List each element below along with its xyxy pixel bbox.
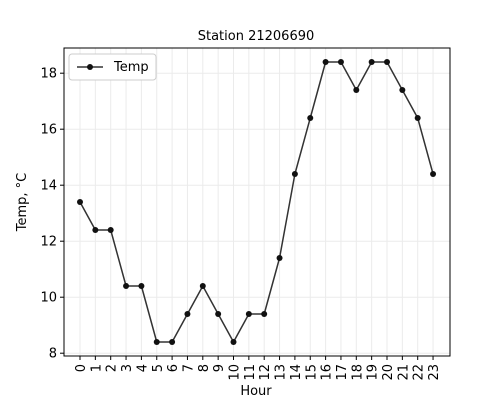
y-axis-label: Temp, °C	[15, 173, 30, 233]
data-point	[107, 227, 114, 233]
x-tick-label: 11	[243, 364, 258, 381]
data-point	[291, 171, 298, 177]
x-tick-label: 4	[135, 364, 150, 372]
y-tick-label: 8	[49, 347, 57, 362]
data-point	[414, 115, 421, 121]
x-tick-label: 13	[274, 364, 289, 381]
data-point	[245, 311, 252, 317]
grid	[64, 48, 450, 356]
x-tick-label: 3	[120, 364, 135, 372]
y-tick-label: 18	[40, 67, 57, 82]
y-axis-ticks: 8 10 12 14 16 18	[40, 67, 64, 362]
data-point	[307, 115, 314, 121]
data-point	[77, 199, 83, 205]
x-tick-label: 7	[181, 364, 196, 372]
chart-title: Station 21206690	[198, 29, 315, 44]
data-point	[399, 87, 406, 93]
x-tick-label: 0	[74, 364, 89, 372]
y-tick-label: 14	[40, 179, 57, 194]
legend-label: Temp	[113, 60, 149, 75]
x-tick-label: 6	[166, 364, 181, 372]
legend-box	[68, 53, 157, 81]
y-tick-label: 12	[40, 235, 57, 250]
data-point	[138, 283, 145, 289]
data-point	[153, 339, 160, 345]
legend-marker-swatch	[87, 64, 93, 70]
x-tick-label: 9	[212, 364, 227, 372]
x-tick-label: 2	[105, 364, 120, 372]
data-point	[199, 283, 206, 289]
x-tick-label: 1	[89, 364, 104, 372]
data-point	[230, 339, 237, 345]
plot-frame	[63, 47, 451, 357]
x-tick-label: 15	[304, 364, 319, 381]
data-point	[169, 339, 176, 345]
x-tick-label: 19	[366, 364, 381, 381]
series-layer	[77, 59, 437, 345]
data-point	[368, 59, 375, 65]
x-tick-label: 16	[320, 364, 335, 381]
legend: Temp	[68, 53, 157, 81]
x-tick-label: 8	[197, 364, 212, 372]
data-point	[430, 171, 437, 177]
x-tick-label: 10	[228, 364, 243, 381]
x-axis-ticks: 0 1 2 3 4 5 6 7 8 9 10 11 12 13 14 15 16 17 18 19 20 21 22 23	[74, 356, 442, 381]
series-line-temp	[79, 61, 434, 343]
data-point	[276, 255, 283, 261]
x-axis-label: Hour	[240, 384, 272, 399]
x-tick-label: 14	[289, 364, 304, 381]
x-tick-label: 23	[427, 364, 442, 381]
x-tick-label: 12	[258, 364, 273, 381]
x-tick-label: 18	[350, 364, 365, 381]
data-point	[123, 283, 130, 289]
data-point	[261, 311, 268, 317]
data-point	[322, 59, 329, 65]
data-point	[184, 311, 191, 317]
y-tick-label: 10	[40, 291, 57, 306]
data-point	[92, 227, 99, 233]
x-tick-label: 17	[335, 364, 350, 381]
data-point	[215, 311, 222, 317]
data-point	[353, 87, 360, 93]
data-point	[384, 59, 390, 65]
x-tick-label: 21	[396, 364, 411, 381]
y-tick-label: 16	[40, 123, 57, 138]
x-tick-label: 5	[151, 364, 166, 372]
data-point	[337, 59, 344, 65]
x-tick-label: 22	[412, 364, 427, 381]
x-tick-label: 20	[381, 364, 396, 381]
